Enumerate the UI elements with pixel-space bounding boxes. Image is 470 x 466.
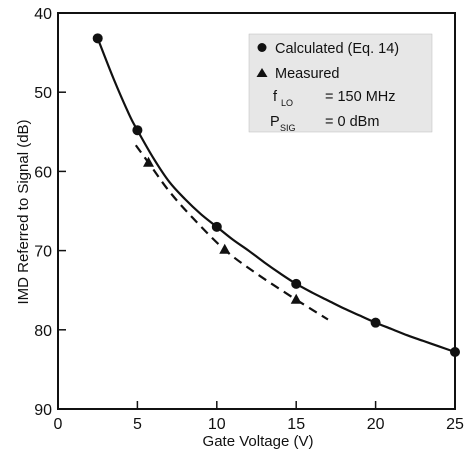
legend-box [248, 33, 433, 133]
series-layer [92, 33, 460, 357]
legend-label-measured: Measured [275, 66, 339, 82]
y-tick-label: 90 [34, 402, 52, 419]
x-tick-label: 25 [446, 416, 464, 433]
series-measured [134, 144, 329, 321]
legend-flo-symbol: f [273, 89, 278, 105]
y-tick-label: 40 [34, 6, 52, 23]
calculated-point [291, 278, 302, 289]
series-calculated [92, 33, 460, 357]
calculated-point [132, 125, 143, 136]
legend: Calculated (Eq. 14) Measured f LO = 150 … [248, 33, 433, 133]
measured-curve [134, 144, 329, 321]
legend-psig-value: = 0 dBm [325, 114, 379, 130]
axis-tick-labels: 0 5 10 15 20 25 40 50 60 70 80 90 [34, 6, 464, 433]
calculated-curve [96, 37, 456, 354]
legend-flo-value: = 150 MHz [325, 89, 396, 105]
plot-frame [57, 12, 456, 410]
axis-ticks [57, 12, 456, 410]
legend-marker-triangle [256, 68, 268, 77]
legend-flo-subscript: LO [281, 98, 293, 108]
legend-psig-symbol: P [270, 114, 280, 130]
x-tick-label: 5 [133, 416, 142, 433]
x-tick-label: 0 [54, 416, 63, 433]
measured-point [219, 243, 231, 254]
y-tick-label: 80 [34, 323, 52, 340]
legend-marker-circle [257, 43, 267, 52]
y-tick-label: 60 [34, 164, 52, 181]
calculated-point [450, 346, 460, 357]
legend-psig-subscript: SIG [280, 123, 296, 133]
x-tick-label: 15 [287, 416, 305, 433]
x-tick-label: 20 [367, 416, 385, 433]
legend-label-calculated: Calculated (Eq. 14) [275, 41, 399, 57]
measured-point [143, 156, 155, 167]
x-tick-label: 10 [208, 416, 226, 433]
y-tick-label: 50 [34, 85, 52, 102]
calculated-point [370, 317, 381, 328]
measured-point [290, 293, 302, 304]
y-tick-label: 70 [34, 244, 52, 261]
calculated-point [211, 221, 222, 232]
y-axis-label: IMD Referred to Signal (dB) [15, 119, 32, 304]
x-axis-label: Gate Voltage (V) [203, 433, 314, 450]
calculated-point [92, 33, 103, 44]
